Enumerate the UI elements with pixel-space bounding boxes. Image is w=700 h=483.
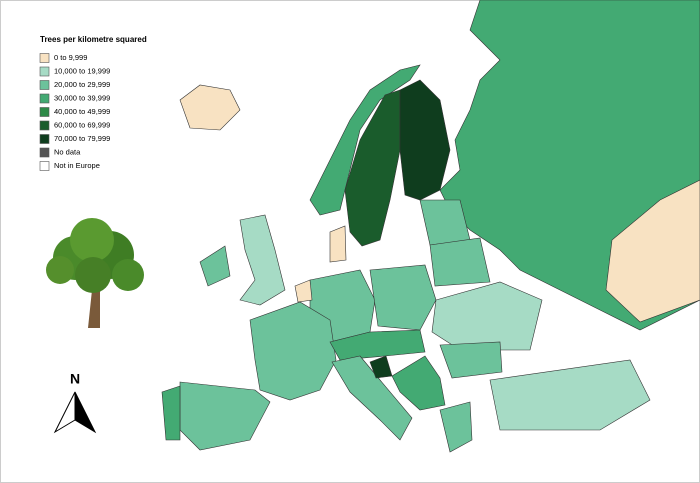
turkey bbox=[489, 359, 651, 431]
legend-swatch bbox=[39, 120, 50, 131]
legend-label: No data bbox=[54, 147, 81, 156]
legend-title: Trees per kilometre squared bbox=[40, 35, 147, 44]
ukraine bbox=[431, 281, 543, 351]
legend-swatch bbox=[39, 134, 50, 144]
kazakhstan bbox=[605, 179, 700, 323]
portugal bbox=[161, 385, 181, 441]
belarus bbox=[429, 237, 491, 287]
legend-swatch bbox=[39, 107, 50, 117]
legend-swatch bbox=[39, 66, 50, 77]
legend-swatch bbox=[39, 147, 50, 158]
legend-swatch bbox=[39, 161, 50, 171]
norway bbox=[309, 64, 421, 216]
romania bbox=[439, 341, 503, 379]
netherlands bbox=[294, 279, 313, 303]
france bbox=[249, 301, 337, 401]
uk bbox=[239, 214, 286, 306]
legend-swatch bbox=[39, 80, 50, 90]
greece bbox=[439, 401, 473, 453]
ireland bbox=[199, 245, 231, 287]
tree-icon bbox=[46, 218, 144, 328]
legend-label: 10,000 to 19,999 bbox=[54, 66, 110, 75]
legend-label: Not in Europe bbox=[54, 161, 100, 170]
legend-label: 30,000 to 39,999 bbox=[54, 93, 110, 102]
map bbox=[161, 0, 700, 453]
legend-label: 60,000 to 69,999 bbox=[54, 120, 110, 129]
legend-label: 20,000 to 29,999 bbox=[54, 80, 110, 89]
legend-swatch bbox=[39, 93, 50, 104]
iceland bbox=[179, 84, 241, 131]
balkans bbox=[391, 355, 446, 411]
compass-label: N bbox=[70, 371, 80, 387]
legend-label: 40,000 to 49,999 bbox=[54, 107, 110, 116]
italy bbox=[331, 355, 413, 441]
legend-swatch bbox=[39, 53, 50, 63]
legend-label: 0 to 9,999 bbox=[54, 53, 87, 62]
legend: Trees per kilometre squared 0 to 9,999 10… bbox=[39, 35, 147, 171]
legend-label: 70,000 to 79,999 bbox=[54, 134, 110, 143]
finland bbox=[399, 79, 451, 201]
denmark bbox=[329, 225, 347, 263]
compass: N bbox=[53, 371, 97, 434]
poland bbox=[369, 264, 437, 331]
